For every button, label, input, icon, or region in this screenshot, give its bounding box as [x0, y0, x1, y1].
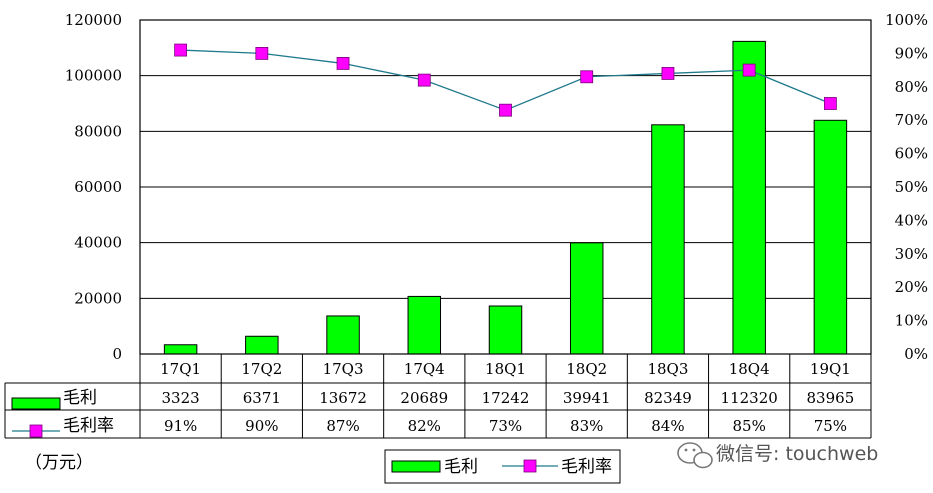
bar-value-label: 82349 [644, 389, 692, 407]
y-right-tick-label: 60% [895, 145, 928, 163]
y-right-tick-label: 50% [895, 178, 928, 196]
rate-value-label: 91% [164, 417, 197, 435]
y-left-tick-label: 80000 [74, 122, 122, 140]
bar-value-label: 83965 [807, 389, 855, 407]
marker-18Q4 [742, 63, 756, 77]
category-label: 18Q1 [485, 360, 526, 378]
marker-17Q2 [255, 47, 269, 60]
marker-18Q3 [661, 67, 675, 80]
marker-18Q1 [499, 103, 512, 117]
bar-17Q2 [245, 335, 279, 355]
bar-17Q4 [407, 295, 442, 355]
bar-series [163, 40, 848, 355]
y-right-tick-label: 0% [904, 345, 928, 363]
y-right-tick-label: 80% [895, 78, 928, 96]
rate-value-label: 83% [570, 417, 603, 435]
y-right-tick-label: 30% [895, 245, 928, 263]
rate-value-label: 85% [732, 417, 765, 435]
legend: 毛利 毛利率 [384, 449, 621, 484]
legend-label: 毛利 [444, 457, 478, 477]
table-key-bar [11, 397, 61, 410]
bar-value-label: 17242 [482, 389, 530, 407]
table-key-marker [29, 424, 43, 438]
category-label: 17Q3 [323, 360, 364, 378]
bar-value-label: 112320 [721, 389, 778, 407]
wechat-icon [677, 442, 713, 469]
marker-19Q1 [823, 97, 837, 110]
category-label: 17Q2 [241, 360, 282, 378]
category-label: 18Q2 [566, 360, 607, 378]
y-right-tick-label: 10% [895, 312, 928, 330]
rate-value-label: 84% [651, 417, 684, 435]
marker-17Q4 [417, 73, 431, 87]
y-left-tick-label: 60000 [74, 178, 122, 196]
y-right-tick-label: 90% [895, 44, 928, 62]
bar-18Q1 [488, 305, 523, 355]
watermark: 微信号: touchweb [677, 442, 878, 469]
legend-swatch-marker [523, 459, 537, 473]
plot-frame [139, 19, 872, 355]
category-label: 18Q3 [647, 360, 688, 378]
table-row-name: 毛利 [63, 388, 97, 408]
rate-value-label: 82% [408, 417, 441, 435]
bar-value-label: 3323 [162, 389, 200, 407]
rate-value-label: 87% [326, 417, 359, 435]
bar-17Q1 [163, 344, 198, 355]
bar-19Q1 [813, 119, 848, 355]
category-label: 17Q4 [404, 360, 445, 378]
y-right-tick-label: 70% [895, 111, 928, 129]
bar-18Q2 [569, 242, 604, 355]
y-right-tick-label: 40% [895, 211, 928, 229]
bar-18Q3 [651, 124, 685, 355]
y-left-tick-label: 40000 [74, 234, 122, 252]
marker-18Q2 [580, 70, 594, 84]
category-label: 18Q4 [729, 360, 770, 378]
line-series [174, 43, 837, 117]
unit-label: （万元） [25, 453, 93, 473]
bar-value-label: 39941 [563, 389, 611, 407]
y-left-tick-label: 100000 [65, 67, 122, 85]
rate-value-label: 75% [814, 417, 847, 435]
y-left-tick-label: 0 [112, 345, 122, 363]
marker-17Q3 [336, 57, 350, 70]
bar-18Q4 [732, 40, 766, 355]
y-right-tick-label: 20% [895, 278, 928, 296]
bar-value-label: 20689 [400, 389, 448, 407]
y-left-tick-label: 120000 [65, 11, 122, 29]
category-label: 17Q1 [160, 360, 201, 378]
table-row-name: 毛利率 [63, 416, 114, 436]
y-left-tick-label: 20000 [74, 289, 122, 307]
rate-value-label: 73% [489, 417, 522, 435]
marker-17Q1 [174, 43, 188, 57]
legend-label: 毛利率 [561, 457, 612, 477]
bar-value-label: 6371 [243, 389, 281, 407]
watermark-text: 微信号: touchweb [716, 443, 878, 465]
category-label: 19Q1 [810, 360, 851, 378]
rate-value-label: 90% [245, 417, 278, 435]
data-table: 17Q1 17Q2 17Q3 17Q4 18Q1 18Q2 18Q3 18Q4 19Q1 3323… [4, 354, 872, 439]
bar-value-label: 13672 [319, 389, 367, 407]
axes: 0 20000 40000 60000 80000 100000 120000 0% 10% 20… [65, 11, 928, 363]
y-right-tick-label: 100% [885, 11, 928, 29]
legend-swatch-bar [391, 460, 441, 473]
bar-17Q3 [326, 315, 360, 355]
